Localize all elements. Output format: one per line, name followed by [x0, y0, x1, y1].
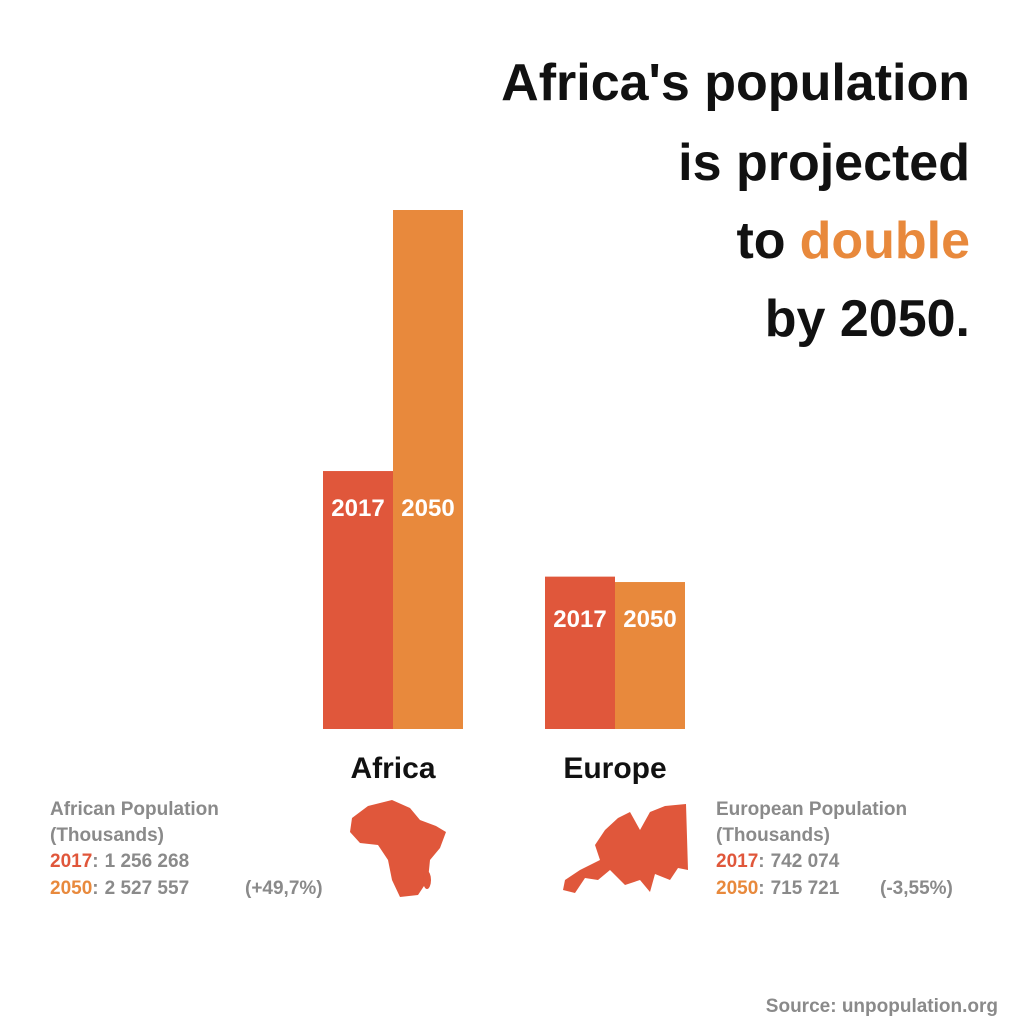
source: Source: unpopulation.org — [766, 996, 998, 1017]
title-part: to — [736, 212, 785, 270]
category-label: Africa — [350, 752, 435, 785]
series-name: 2050 — [50, 878, 92, 899]
panel-unit: (Thousands) — [50, 825, 164, 846]
africa-map — [350, 800, 446, 897]
series-name: 2017 — [716, 851, 758, 872]
panel-value-line: 2017: 1 256 268 — [50, 851, 189, 872]
title-line: is projected — [678, 134, 970, 192]
title-line: Africa's population — [501, 54, 970, 112]
panel-change: (+49,7%) — [245, 878, 323, 899]
panel-value-line: 2050: 2 527 557 — [50, 878, 189, 899]
panel-value-line: 2050: 715 721 — [716, 878, 840, 899]
value-label: 2 527 557 — [105, 878, 190, 899]
title-line: to double — [736, 212, 970, 270]
panel-value-line: 2017: 742 074 — [716, 851, 840, 872]
bar — [615, 582, 685, 729]
title-line: by 2050. — [765, 290, 970, 348]
separator: : — [92, 851, 98, 872]
title-highlight: double — [800, 212, 970, 270]
bar-label: 2017 — [331, 495, 384, 522]
value-label: 742 074 — [771, 851, 840, 872]
bar-label: 2017 — [553, 606, 606, 633]
madagascar-map — [423, 871, 431, 889]
bar — [323, 471, 393, 729]
europe-map — [563, 804, 688, 893]
value-label: 715 721 — [771, 878, 840, 899]
bar-label: 2050 — [401, 495, 454, 522]
separator: : — [758, 851, 764, 872]
panel-title: European Population — [716, 799, 907, 820]
series-name: 2050 — [716, 878, 758, 899]
panel-unit: (Thousands) — [716, 825, 830, 846]
value-label: 1 256 268 — [105, 851, 190, 872]
bar — [393, 210, 463, 729]
panel-change: (-3,55%) — [880, 878, 953, 899]
bar-label: 2050 — [623, 606, 676, 633]
separator: : — [92, 878, 98, 899]
separator: : — [758, 878, 764, 899]
category-label: Europe — [563, 752, 666, 785]
bar — [545, 576, 615, 729]
series-name: 2017 — [50, 851, 92, 872]
panel-title: African Population — [50, 799, 219, 820]
